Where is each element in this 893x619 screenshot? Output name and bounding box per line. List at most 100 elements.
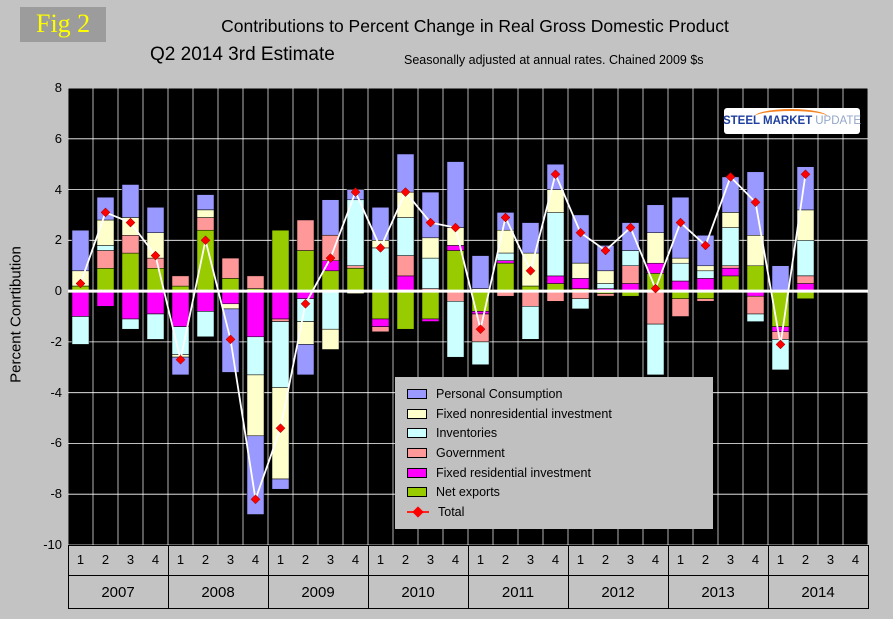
y-tick-label: 6	[54, 131, 62, 146]
legend-item-net-exports: Net exports	[407, 483, 701, 501]
x-quarter-label: 1	[576, 552, 585, 567]
year-separator-line	[468, 576, 469, 608]
year-separator-line	[468, 546, 469, 575]
x-year-label: 2009	[301, 584, 335, 601]
x-quarter-label: 2	[801, 552, 810, 567]
y-tick-label: 2	[54, 232, 62, 247]
x-quarter-label: 2	[501, 552, 510, 567]
x-quarter-label: 4	[551, 552, 560, 567]
x-quarter-label: 4	[751, 552, 760, 567]
legend-item-inventories: Inventories	[407, 424, 701, 442]
plot-area: STEEL MARKET UPDATE Personal Consumption…	[68, 88, 868, 545]
x-axis-quarter-labels: 1 2 3 4 1 2 3 4 1 2 3 4 1 2 3 4 1 2 3 4 1 2 3 4 1 2 3 4 1 2 3 4	[68, 545, 869, 575]
x-quarter-label: 1	[376, 552, 385, 567]
legend-swatch-inventories	[407, 428, 427, 439]
x-year-label: 2008	[201, 584, 235, 601]
legend-swatch-fixed-residential-investment	[407, 467, 427, 478]
x-quarter-label: 3	[226, 552, 235, 567]
x-quarter-label: 1	[676, 552, 685, 567]
y-axis-tick-labels: 8 6 4 2 0 -2 -4 -6 -8 -10	[28, 0, 62, 619]
legend-item-personal-consumption: Personal Consumption	[407, 385, 701, 403]
x-quarter-label: 3	[326, 552, 335, 567]
y-tick-label: 0	[54, 283, 62, 298]
x-quarter-label: 4	[151, 552, 160, 567]
year-separator-line	[668, 576, 669, 608]
logo-swoosh-icon	[754, 109, 828, 125]
x-quarter-label: 3	[626, 552, 635, 567]
x-quarter-label: 1	[76, 552, 85, 567]
legend-item-fixed-residential-investment: Fixed residential investment	[407, 464, 701, 482]
figure-number-label: Fig 2	[20, 7, 107, 42]
year-separator-line	[168, 546, 169, 575]
x-quarter-label: 1	[776, 552, 785, 567]
year-separator-line	[268, 576, 269, 608]
x-quarter-label: 2	[101, 552, 110, 567]
legend-label: Government	[436, 445, 505, 460]
legend-swatch-government	[407, 447, 427, 458]
year-separator-line	[568, 576, 569, 608]
x-quarter-label: 1	[476, 552, 485, 567]
x-quarter-label: 3	[726, 552, 735, 567]
legend-swatch-personal-consumption	[407, 389, 427, 399]
x-quarter-label: 3	[426, 552, 435, 567]
x-quarter-label: 3	[526, 552, 535, 567]
legend-swatch-net-exports	[407, 487, 427, 498]
x-quarter-label: 4	[351, 552, 360, 567]
x-quarter-label: 2	[301, 552, 310, 567]
legend-label: Total	[438, 504, 465, 519]
x-year-label: 2007	[101, 584, 135, 601]
year-separator-line	[68, 546, 69, 575]
logo-text-update: UPDATE	[815, 115, 862, 127]
x-axis-year-labels: 2007 2008 2009 2010 2011 2012 2013 2014	[68, 575, 869, 609]
chart-legend: Personal Consumption Fixed nonresidentia…	[395, 377, 713, 529]
x-quarter-label: 4	[251, 552, 260, 567]
logo-text-steel: STEEL	[722, 115, 761, 127]
legend-label: Personal Consumption	[436, 387, 563, 401]
legend-swatch-fixed-nonresidential-investment	[407, 408, 427, 419]
x-quarter-label: 2	[701, 552, 710, 567]
x-quarter-label: 1	[276, 552, 285, 567]
y-tick-label: 4	[54, 182, 62, 197]
x-quarter-label: 1	[176, 552, 185, 567]
y-tick-label: 8	[54, 80, 62, 95]
year-separator-line	[868, 546, 869, 575]
legend-label: Inventories	[436, 426, 498, 441]
x-year-label: 2012	[601, 584, 635, 601]
chart-title: Contributions to Percent Change in Real …	[221, 16, 729, 36]
x-quarter-label: 3	[126, 552, 135, 567]
year-separator-line	[268, 546, 269, 575]
x-quarter-label: 3	[826, 552, 835, 567]
x-quarter-label: 4	[451, 552, 460, 567]
year-separator-line	[868, 576, 869, 608]
legend-label: Fixed nonresidential investment	[436, 406, 612, 421]
year-separator-line	[768, 546, 769, 575]
x-quarter-label: 4	[851, 552, 860, 567]
x-year-label: 2014	[801, 584, 835, 601]
y-tick-label: -6	[50, 435, 62, 450]
x-quarter-label: 2	[601, 552, 610, 567]
year-separator-line	[668, 546, 669, 575]
steel-market-update-logo: STEEL MARKET UPDATE	[722, 108, 862, 134]
chart-subtitle: Q2 2014 3rd Estimate	[150, 44, 335, 65]
x-year-label: 2011	[501, 584, 535, 601]
year-separator-line	[768, 576, 769, 608]
y-tick-label: -2	[50, 334, 62, 349]
year-separator-line	[168, 576, 169, 608]
legend-item-total: Total	[407, 503, 701, 521]
legend-item-government: Government	[407, 444, 701, 462]
y-tick-label: -8	[50, 486, 62, 501]
x-quarter-label: 4	[651, 552, 660, 567]
year-separator-line	[68, 576, 69, 608]
x-year-label: 2010	[401, 584, 435, 601]
year-separator-line	[368, 546, 369, 575]
y-axis-title: Percent Conrtibution	[7, 246, 25, 383]
legend-label: Net exports	[436, 485, 500, 500]
legend-label: Fixed residential investment	[436, 465, 591, 480]
legend-item-fixed-nonresidential-investment: Fixed nonresidential investment	[407, 405, 701, 423]
logo-text-market: MARKET	[763, 115, 813, 127]
year-separator-line	[368, 576, 369, 608]
y-tick-label: -4	[50, 385, 62, 400]
x-quarter-label: 2	[401, 552, 410, 567]
